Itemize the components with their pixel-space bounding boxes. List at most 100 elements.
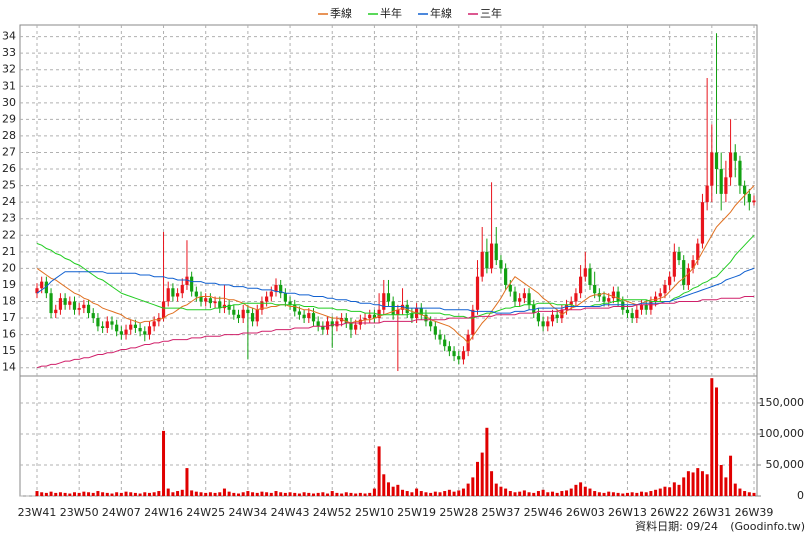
volume-bar <box>555 492 559 496</box>
volume-bar <box>87 492 91 496</box>
x-tick-label: 24W34 <box>228 506 267 519</box>
x-tick-label: 25W10 <box>355 506 394 519</box>
candle-body <box>541 321 545 327</box>
x-tick-label: 26W13 <box>608 506 647 519</box>
candle-body <box>419 308 423 315</box>
candle-body <box>527 293 531 305</box>
candle-body <box>255 309 259 322</box>
candle-body <box>752 200 756 203</box>
candle-body <box>447 346 451 352</box>
y-tick-label: 27 <box>2 145 16 158</box>
volume-bar <box>668 487 672 496</box>
volume-bar <box>471 477 475 496</box>
volume-bar <box>527 492 531 496</box>
volume-bar <box>326 493 330 496</box>
candle-body <box>138 327 142 332</box>
candle-body <box>325 321 330 330</box>
volume-bar <box>654 489 658 496</box>
volume-bar <box>138 493 142 496</box>
volume-bar <box>133 492 137 496</box>
candle-body <box>265 296 269 302</box>
volume-bar <box>461 488 465 496</box>
candle-body <box>133 324 138 328</box>
volume-bar <box>658 488 662 496</box>
volume-bar <box>401 489 405 496</box>
candle-body <box>143 331 147 335</box>
volume-bar <box>213 492 217 496</box>
candle-body <box>382 293 386 310</box>
volume-bar <box>204 492 208 496</box>
volume-bar <box>82 491 86 496</box>
candle-body <box>349 323 353 330</box>
y-tick-label: 34 <box>2 30 16 43</box>
legend-label: 半年 <box>380 6 402 20</box>
volume-bar <box>621 493 625 496</box>
volume-bar <box>729 455 733 496</box>
candle-body <box>250 313 255 322</box>
volume-bar <box>588 488 592 496</box>
volume-bar <box>68 493 72 496</box>
candle-body <box>110 321 114 325</box>
volume-bar <box>265 492 269 496</box>
candle-body <box>504 268 508 285</box>
candle-body <box>72 301 77 310</box>
y-tick-label: 29 <box>2 112 16 125</box>
candle-body <box>438 334 442 340</box>
volume-bar <box>302 492 306 496</box>
candle-body <box>616 291 620 302</box>
candle-body <box>82 304 86 309</box>
candle-body <box>700 202 705 244</box>
x-tick-label: 25W28 <box>439 506 478 519</box>
volume-bar <box>377 446 381 496</box>
volume-bar <box>288 492 292 496</box>
volume-bar <box>677 484 681 496</box>
x-tick-label: 24W43 <box>271 506 310 519</box>
candle-body <box>194 291 198 297</box>
x-tick-label: 25W37 <box>482 506 521 519</box>
candle-body <box>686 268 690 285</box>
candle-body <box>649 301 653 310</box>
volume-bar <box>222 488 226 496</box>
ma-line <box>36 267 755 314</box>
candle-body <box>386 293 391 302</box>
volume-bar <box>457 490 461 496</box>
volume-bar <box>372 488 376 496</box>
candle-body <box>461 351 466 360</box>
volume-bar <box>297 493 301 496</box>
candle-body <box>522 293 526 299</box>
x-tick-label: 24W07 <box>102 506 141 519</box>
candle-body <box>180 284 184 294</box>
candle-body <box>63 298 67 305</box>
x-tick-label: 25W46 <box>524 506 563 519</box>
candle-body <box>77 308 81 310</box>
candle-body <box>316 321 320 327</box>
volume-bar <box>466 483 470 496</box>
volume-bar <box>565 490 569 496</box>
volume-bar <box>218 492 222 496</box>
volume-bar <box>696 468 700 496</box>
candle-body <box>241 309 245 319</box>
volume-bar <box>115 492 119 496</box>
candle-body <box>429 321 433 327</box>
volume-bar <box>508 491 512 496</box>
candle-body <box>204 298 208 302</box>
volume-bar <box>391 486 395 496</box>
volume-bar <box>199 492 203 496</box>
volume-bar <box>386 482 390 496</box>
candle-body <box>672 251 676 277</box>
candle-body <box>602 296 606 302</box>
candle-body <box>330 321 334 327</box>
footer: 資料日期: 09/24 <box>635 519 718 533</box>
candle-body <box>344 318 348 324</box>
candle-body <box>91 313 95 319</box>
candle-body <box>424 314 428 322</box>
volume-bar <box>724 477 728 496</box>
candle-body <box>658 293 662 297</box>
volume-bar <box>705 474 709 496</box>
volume-bar <box>499 486 503 496</box>
candle-body <box>743 185 747 194</box>
candle-body <box>560 309 564 319</box>
volume-bar <box>536 491 540 496</box>
volume-bar <box>162 430 166 496</box>
candle-body <box>105 321 109 328</box>
